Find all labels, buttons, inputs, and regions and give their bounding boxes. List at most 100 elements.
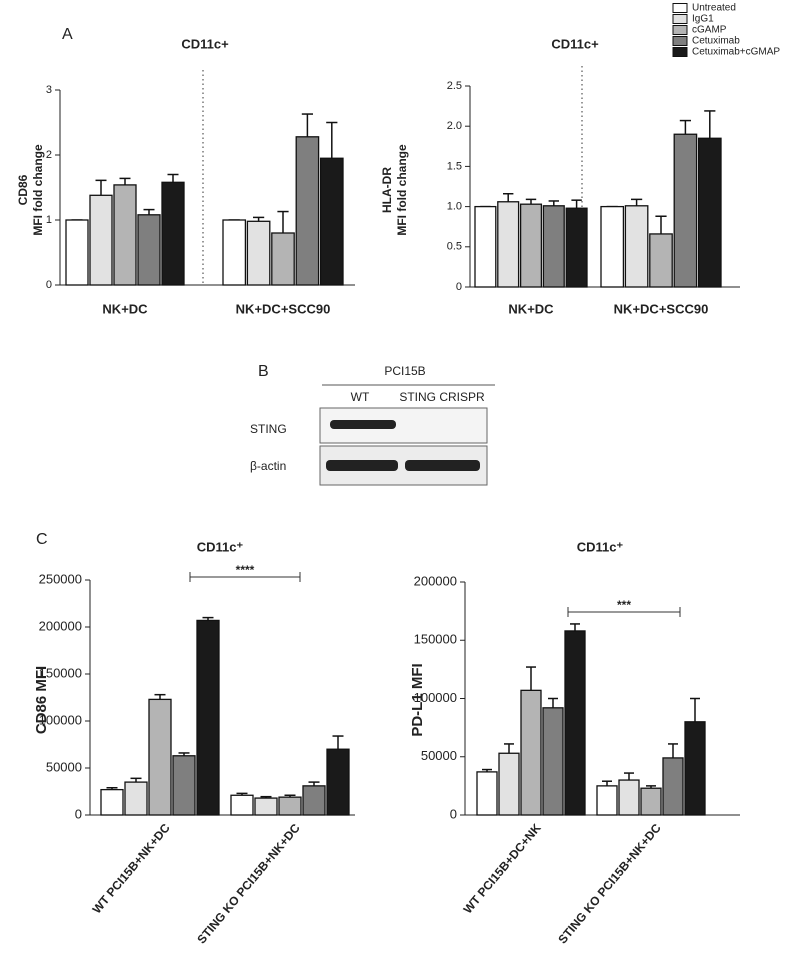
y-tick-label: 3 — [46, 84, 52, 96]
western-blot: PCI15B WT STING CRISPR STING β-actin — [250, 364, 495, 486]
legend-label: Cetuximab+cGMAP — [692, 47, 780, 58]
blot-row: STING — [250, 422, 287, 436]
y-tick-label: 2.0 — [447, 120, 462, 132]
x-tick-label: NK+DC — [508, 301, 554, 316]
bar — [172, 755, 196, 816]
y-tick-label: 50000 — [46, 759, 82, 774]
legend-swatch — [672, 14, 688, 24]
bar — [271, 232, 295, 286]
y-tick-label: 150000 — [414, 632, 457, 647]
x-tick-label: NK+DC+SCC90 — [614, 301, 709, 316]
bar — [624, 205, 649, 288]
legend-swatch — [672, 3, 688, 13]
bar — [640, 787, 662, 816]
y-tick-label: 2 — [46, 149, 52, 161]
bar — [319, 157, 344, 286]
legend-swatch — [672, 47, 688, 57]
bar — [230, 794, 254, 816]
legend-swatch — [672, 36, 688, 46]
y-axis-label-line: MFI fold change — [395, 144, 409, 236]
y-tick-label: 0 — [456, 281, 462, 293]
bar — [596, 785, 618, 816]
bar — [474, 205, 497, 288]
x-tick-label: NK+DC+SCC90 — [236, 301, 331, 316]
bar — [302, 785, 326, 816]
y-tick-label: 50000 — [421, 748, 457, 763]
y-tick-label: 0 — [46, 279, 52, 291]
bar — [542, 707, 564, 816]
y-axis-label: CD86MFI fold change — [16, 144, 45, 236]
blot-row: β-actin — [250, 459, 286, 473]
chart-title: CD11c+ — [551, 36, 599, 51]
y-tick-label: 0.5 — [447, 241, 462, 253]
x-tick-label: STING KO PCI15B+NK+DC — [194, 821, 303, 947]
y-axis-label-line: HLA-DR — [380, 167, 394, 213]
panel-label: C — [36, 531, 48, 548]
legend-label: cGAMP — [692, 25, 727, 36]
bar — [89, 194, 113, 286]
bar — [497, 201, 520, 288]
y-tick-label: 0 — [75, 806, 82, 821]
blot-lane: WT — [351, 390, 370, 404]
x-tick-label: WT PCI15B+NK+DC — [90, 821, 173, 917]
blot-band — [326, 460, 398, 471]
y-tick-label: 2.5 — [447, 80, 462, 92]
y-tick-label: 100000 — [414, 690, 457, 705]
bar — [476, 771, 498, 816]
bar — [649, 233, 673, 288]
bar — [222, 219, 247, 286]
bar — [673, 133, 698, 288]
legend-label: IgG1 — [692, 14, 714, 25]
bar — [148, 698, 172, 816]
bar — [196, 619, 220, 816]
blot-lane: STING CRISPR — [399, 390, 485, 404]
bar — [519, 203, 543, 288]
y-axis-label-line: CD86 MFI — [33, 666, 50, 734]
panel-label: B — [258, 363, 269, 380]
bar — [246, 220, 271, 286]
chart-title: CD11c+ — [181, 36, 229, 51]
bar — [697, 137, 722, 288]
bar — [520, 689, 542, 816]
bar — [326, 748, 350, 816]
bar — [662, 757, 684, 816]
y-tick-label: 200000 — [39, 618, 82, 633]
y-tick-label: 200000 — [414, 573, 457, 588]
bar — [124, 781, 148, 816]
y-axis-label-line: CD86 — [16, 174, 30, 205]
x-tick-label: STING KO PCI15B+NK+DC — [555, 821, 664, 947]
x-tick-label: WT PCI15B+DC+NK — [461, 821, 544, 917]
blot-header: PCI15B — [384, 364, 425, 378]
y-tick-label: 1.0 — [447, 201, 462, 213]
bar — [161, 181, 185, 286]
panel-label: A — [62, 26, 73, 43]
bar — [618, 779, 640, 816]
y-tick-label: 150000 — [39, 665, 82, 680]
bar — [278, 796, 302, 816]
x-tick-label: NK+DC — [102, 301, 148, 316]
bar — [113, 184, 137, 286]
significance-label: *** — [617, 598, 631, 612]
y-tick-label: 100000 — [39, 712, 82, 727]
bar — [254, 797, 278, 816]
y-axis-label: HLA-DRMFI fold change — [380, 144, 409, 236]
y-axis-label-line: PD-L1 MFI — [409, 663, 426, 736]
chart-title: CD11c⁺ — [577, 539, 624, 554]
chart-title: CD11c⁺ — [197, 539, 244, 554]
bar — [498, 752, 520, 816]
blot-band — [330, 420, 396, 429]
bar — [565, 207, 588, 288]
bar — [542, 205, 565, 288]
legend-swatch — [672, 25, 688, 35]
blot-band — [405, 460, 480, 471]
legend-label: Untreated — [692, 3, 736, 14]
y-tick-label: 1.5 — [447, 160, 462, 172]
y-tick-label: 250000 — [39, 571, 82, 586]
y-axis-label-line: MFI fold change — [31, 144, 45, 236]
bar — [295, 136, 320, 286]
bar — [600, 205, 625, 288]
legend-label: Cetuximab — [692, 36, 740, 47]
bar — [564, 630, 586, 816]
blot-box — [319, 407, 488, 444]
